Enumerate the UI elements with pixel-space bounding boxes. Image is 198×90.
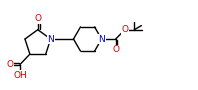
Text: N: N (98, 35, 105, 44)
Text: O: O (6, 60, 13, 69)
Text: O: O (112, 45, 119, 54)
Text: O: O (122, 25, 129, 34)
Text: OH: OH (13, 70, 27, 79)
Text: O: O (34, 14, 41, 23)
Text: N: N (47, 35, 54, 44)
